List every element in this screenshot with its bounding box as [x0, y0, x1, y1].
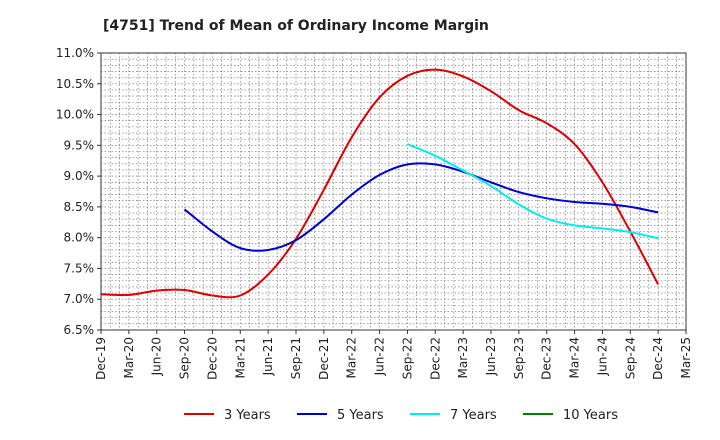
x-tick-label: Mar-24 — [568, 337, 582, 378]
y-tick-label: 6.5% — [64, 323, 95, 337]
x-tick-label: Dec-24 — [651, 337, 665, 380]
y-tick-label: 9.0% — [64, 169, 95, 183]
axes: 6.5% 7.0% 7.5% 8.0% 8.5% 9.0% 9.5% 10.0% 10.5% 11… — [56, 46, 693, 380]
x-tick-label: Sep-23 — [512, 337, 526, 379]
x-tick-label: Dec-23 — [540, 337, 554, 380]
y-tick-label: 10.5% — [56, 77, 94, 91]
x-tick-label: Mar-21 — [233, 337, 247, 378]
x-tick-label: Mar-20 — [122, 337, 136, 378]
x-tick-label: Jun-21 — [261, 337, 275, 376]
y-tick-label: 9.5% — [64, 138, 95, 152]
legend-label: 3 Years — [224, 408, 271, 423]
y-tick-label: 7.5% — [64, 261, 95, 275]
x-tick-label: Dec-20 — [205, 337, 219, 380]
legend-label: 5 Years — [337, 408, 384, 423]
x-tick-label: Jun-23 — [484, 337, 498, 376]
series-line-3-years — [100, 68, 659, 299]
grid — [100, 52, 687, 331]
x-tick-label: Sep-21 — [289, 337, 303, 379]
y-tick-label: 8.0% — [64, 231, 95, 245]
y-tick-label: 7.0% — [64, 292, 95, 306]
x-tick-label: Mar-23 — [456, 337, 470, 378]
x-tick-label: Jun-24 — [595, 337, 609, 376]
legend: 3 Years 5 Years 7 Years 10 Years — [184, 408, 618, 423]
legend-label: 10 Years — [563, 408, 618, 423]
x-tick-label: Jun-22 — [373, 337, 387, 376]
x-tick-label: Sep-20 — [178, 337, 192, 379]
y-tick-label: 11.0% — [56, 46, 94, 60]
x-tick-label: Sep-24 — [623, 337, 637, 379]
series-line-7-years — [407, 143, 659, 240]
x-tick-label: Mar-22 — [345, 337, 359, 378]
series-line-5-years — [183, 162, 659, 252]
legend-label: 7 Years — [450, 408, 497, 423]
y-tick-label: 10.0% — [56, 108, 94, 122]
chart-title: [4751] Trend of Mean of Ordinary Income … — [103, 18, 489, 34]
x-tick-label: Jun-20 — [150, 337, 164, 376]
x-tick-label: Sep-22 — [400, 337, 414, 379]
y-tick-label: 8.5% — [64, 200, 95, 214]
plot-area — [100, 52, 687, 331]
x-tick-label: Dec-21 — [317, 337, 331, 380]
x-tick-label: Mar-25 — [679, 337, 693, 378]
x-tick-label: Dec-19 — [94, 337, 108, 380]
x-tick-label: Dec-22 — [428, 337, 442, 380]
series-lines — [100, 68, 659, 299]
